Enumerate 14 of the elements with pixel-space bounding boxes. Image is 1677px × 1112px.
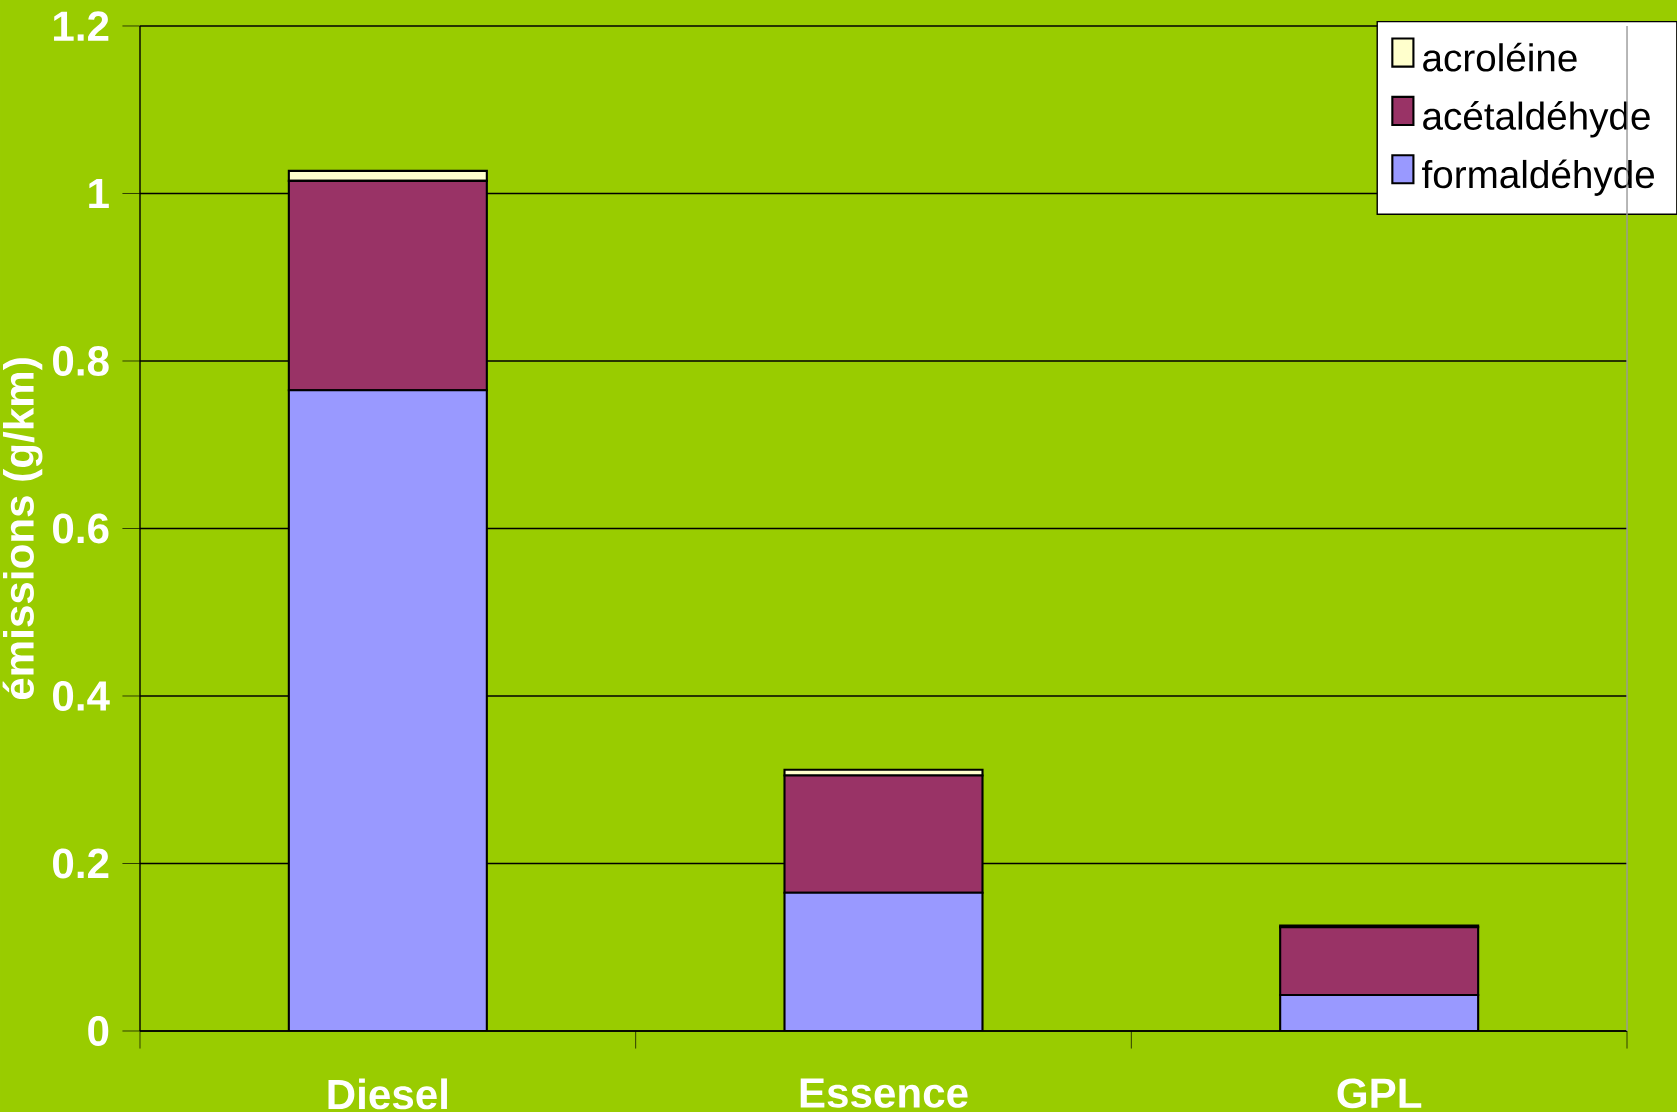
x-tick-label: Diesel	[328, 1078, 447, 1110]
y-axis-title: émissions (g/km)	[2, 358, 43, 700]
legend-label: acroléine	[1423, 42, 1577, 72]
legend-label: formaldéhyde	[1422, 159, 1655, 196]
x-tick-label: GPL	[1337, 1078, 1422, 1109]
y-tick-label: 1	[89, 179, 109, 208]
x-tick-label: Essence	[800, 1078, 968, 1108]
legend-label: acétaldéhyde	[1423, 101, 1650, 138]
y-tick-label: 0.6	[53, 513, 109, 544]
y-tick-label: 1.2	[54, 11, 109, 41]
y-tick-label: 0.2	[53, 848, 109, 879]
y-tick-label: 0	[88, 1016, 109, 1046]
y-tick-label: 0.8	[53, 346, 109, 376]
y-tick-label: 0.4	[53, 681, 110, 711]
